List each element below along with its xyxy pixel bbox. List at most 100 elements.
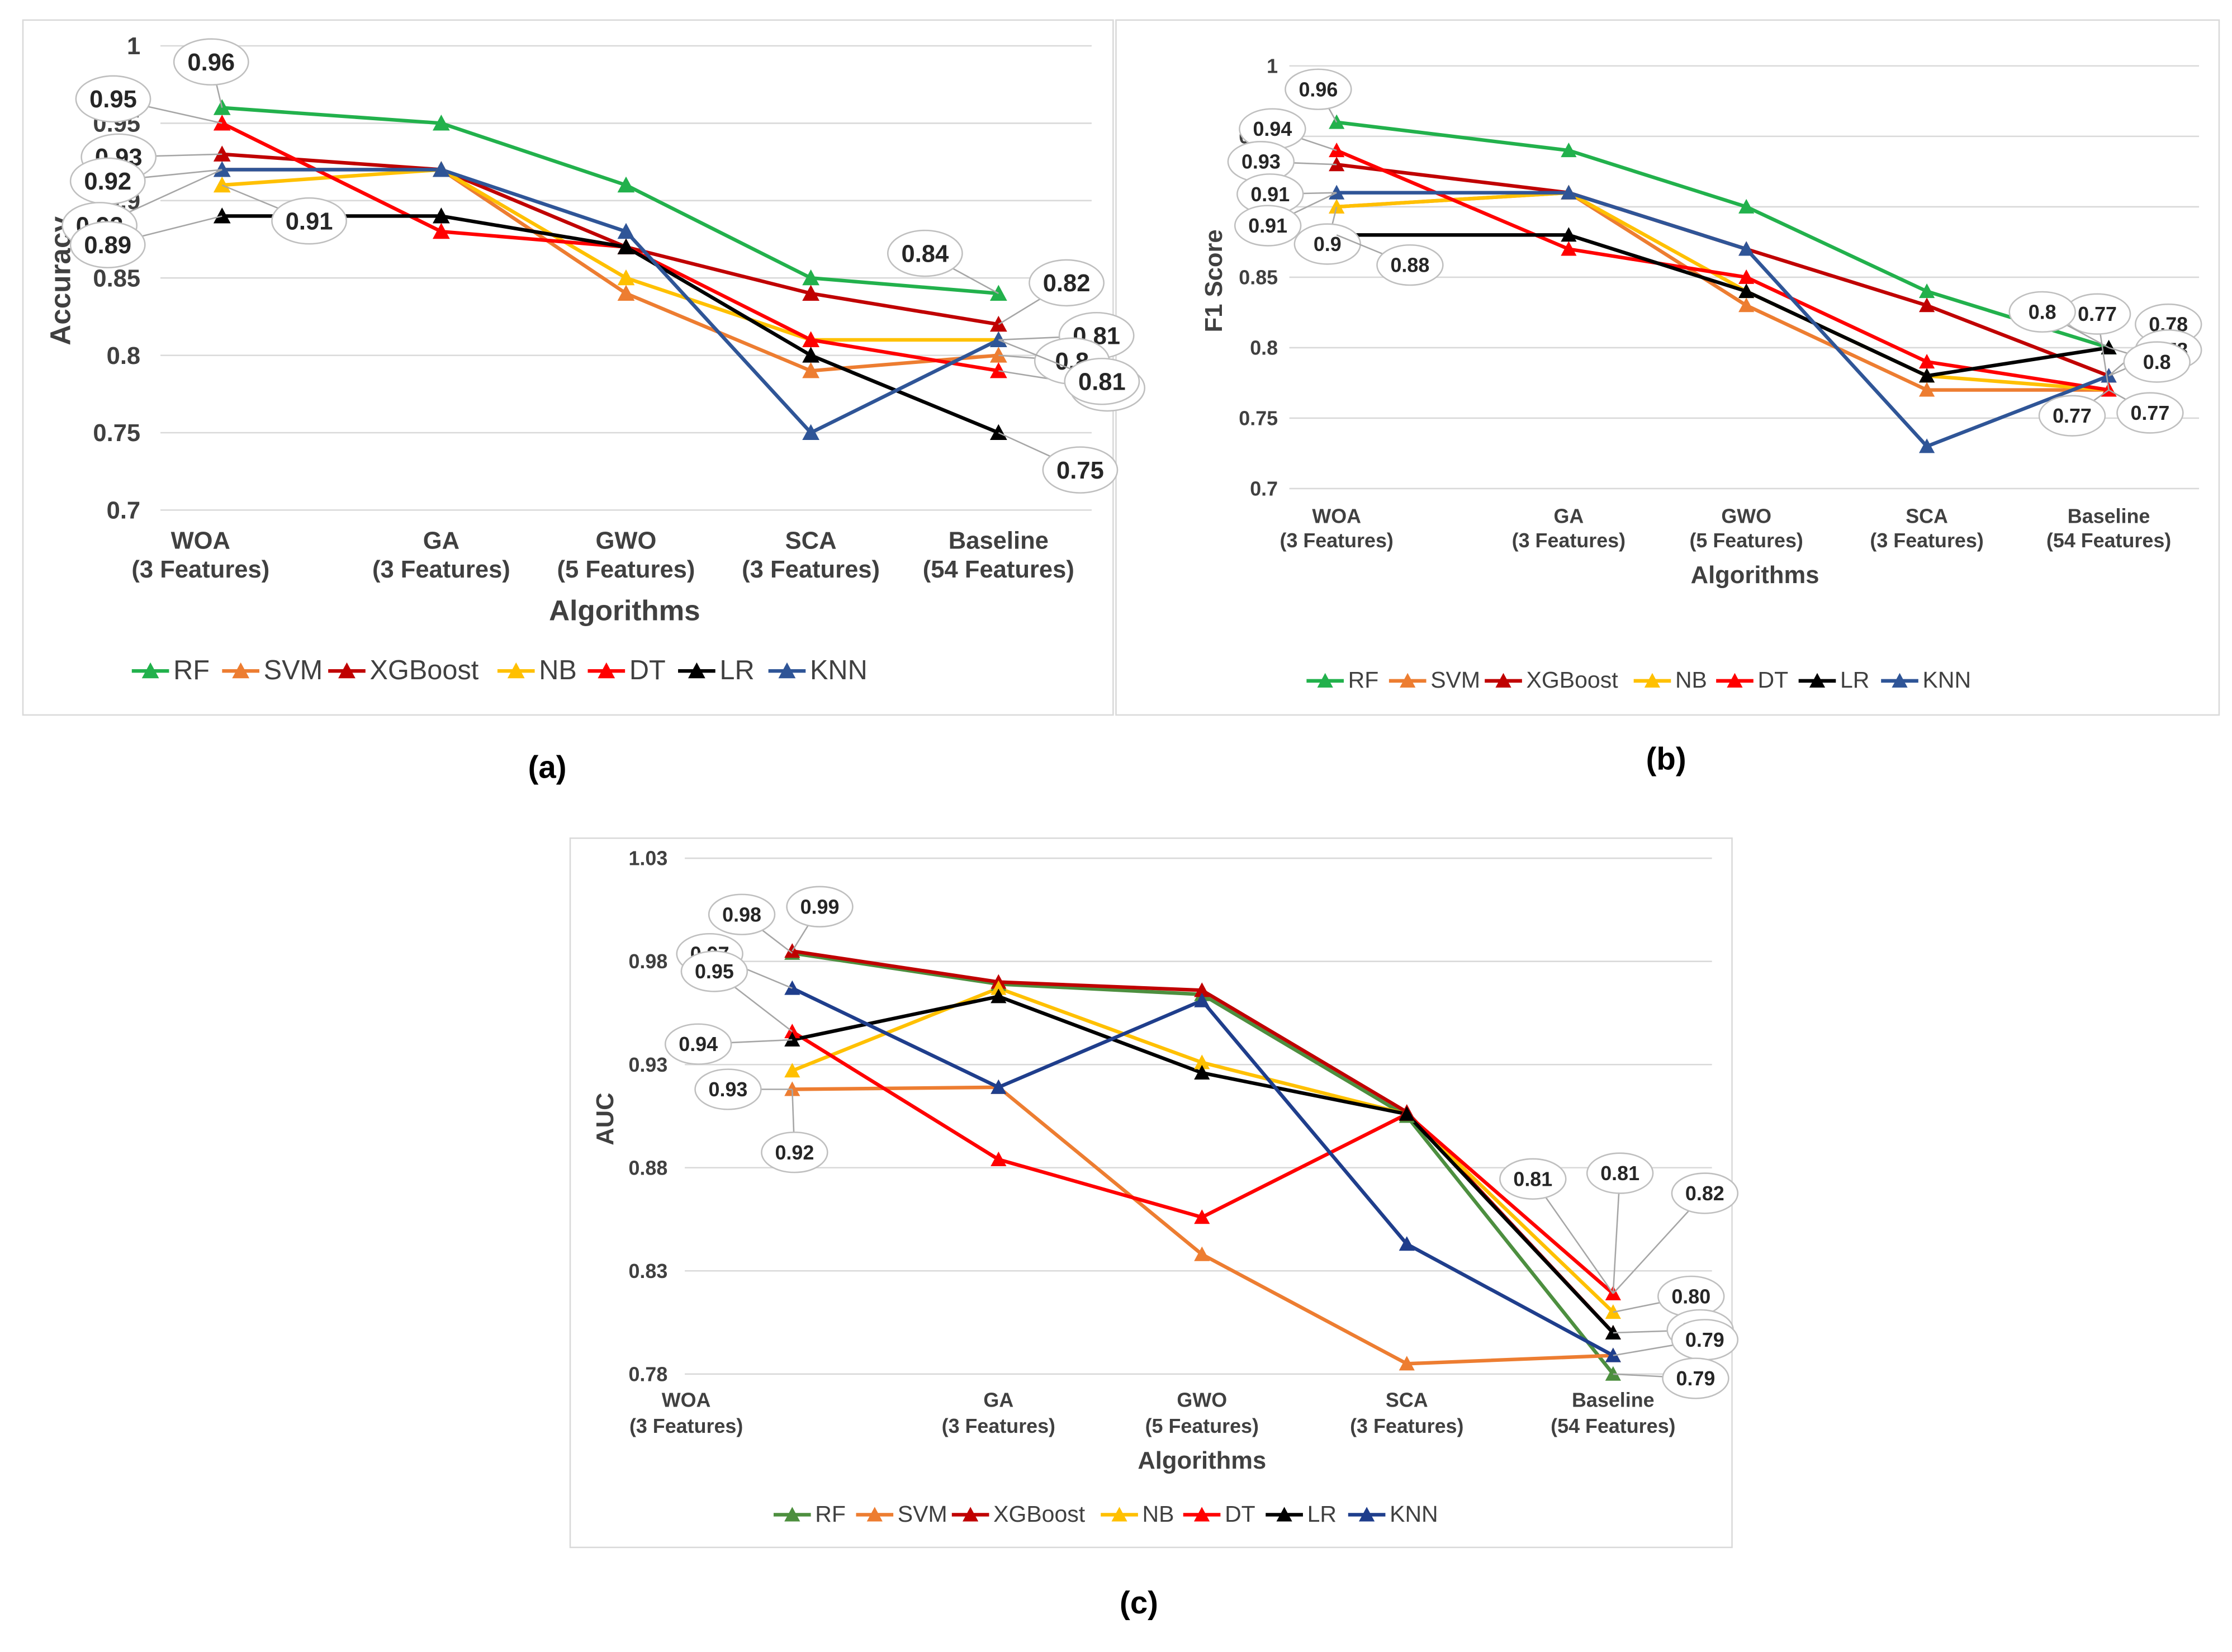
x-category-label: SCA (3 Features) xyxy=(1350,1389,1463,1437)
legend-item-xgboost: XGBoost xyxy=(951,1501,1086,1527)
x-category-label: Baseline (54 Features) xyxy=(923,528,1074,583)
callout-bubble xyxy=(271,197,347,245)
legend-marker xyxy=(866,1507,883,1522)
data-point-dt xyxy=(1194,1209,1210,1224)
data-point-dt xyxy=(989,362,1007,378)
callout-bubble xyxy=(2038,395,2106,437)
data-label: 0.77 xyxy=(2053,405,2092,427)
data-point-lr xyxy=(1919,368,1935,383)
callout-bubble xyxy=(708,893,776,935)
callout-bubble xyxy=(680,950,748,992)
data-label: 0.81 xyxy=(1078,368,1126,395)
x-category-label: GA (3 Features) xyxy=(942,1389,1055,1437)
data-point-lr xyxy=(432,207,450,224)
y-tick-label: 0.8 xyxy=(1250,337,1278,359)
data-point-nb xyxy=(213,176,231,193)
data-point-lr xyxy=(617,238,635,254)
data-point-xgboost xyxy=(1194,982,1210,997)
callout-bubble xyxy=(2116,392,2184,434)
legend-label: KNN xyxy=(810,655,868,685)
data-point-nb xyxy=(617,269,635,286)
data-point-lr xyxy=(989,424,1007,441)
data-point-lr xyxy=(213,207,231,224)
callout-bubble xyxy=(1586,1152,1654,1194)
x-category-label: Baseline (54 Features) xyxy=(2046,505,2171,552)
legend-marker xyxy=(1727,673,1743,688)
data-point-rf xyxy=(1605,1366,1621,1381)
data-point-rf xyxy=(1738,198,1755,214)
data-point-knn xyxy=(991,1079,1007,1094)
legend-item-lr: LR xyxy=(678,655,755,685)
callout-bubble xyxy=(1662,1357,1729,1399)
data-point-svm xyxy=(1399,1356,1415,1371)
data-label: 0.96 xyxy=(187,49,235,76)
x-category-label: GWO (5 Features) xyxy=(557,528,695,583)
data-point-dt xyxy=(802,331,819,347)
legend-marker xyxy=(1495,673,1511,688)
callout-bubble xyxy=(887,229,963,277)
data-label: 0.91 xyxy=(1250,183,1290,206)
data-label: 0.8 xyxy=(2143,351,2171,373)
data-label: 0.96 xyxy=(1299,78,1338,101)
legend-item-svm: SVM xyxy=(856,1501,947,1527)
x-category-label: Baseline (54 Features) xyxy=(1551,1389,1675,1437)
y-tick-label: 0.83 xyxy=(628,1260,667,1282)
data-point-knn xyxy=(432,161,450,177)
callout-bubble xyxy=(2008,291,2076,333)
legend-label: KNN xyxy=(1923,667,1972,693)
data-label: 0.91 xyxy=(286,208,333,235)
legend-item-lr: LR xyxy=(1798,667,1869,693)
data-point-dt xyxy=(432,223,450,239)
callout-bubble xyxy=(1029,259,1105,307)
data-point-rf xyxy=(432,115,450,131)
data-point-dt xyxy=(1919,354,1935,369)
data-label: 0.91 xyxy=(1248,215,1287,237)
data-point-xgboost xyxy=(1919,297,1935,313)
data-label: 0.89 xyxy=(84,232,131,259)
legend-marker xyxy=(1400,673,1416,688)
data-label: 0.94 xyxy=(679,1033,718,1055)
legend-item-lr: LR xyxy=(1266,1501,1337,1527)
legend-marker xyxy=(1644,673,1661,688)
callout-bubble xyxy=(664,1023,732,1065)
panel-b-caption: (b) xyxy=(1646,741,1686,776)
legend-label: SVM xyxy=(898,1501,947,1527)
legend-marker xyxy=(232,662,250,679)
legend-label: RF xyxy=(815,1501,846,1527)
legend-item-svm: SVM xyxy=(1389,667,1480,693)
legend-label: DT xyxy=(1757,667,1788,693)
data-label: 0.92 xyxy=(84,168,131,195)
panel-c-caption: (c) xyxy=(1120,1585,1158,1620)
x-category-label: GWO (5 Features) xyxy=(1145,1389,1259,1437)
data-label: 0.94 xyxy=(1253,118,1292,140)
data-point-rf xyxy=(802,269,819,286)
data-label: 0.95 xyxy=(89,86,137,113)
data-point-xgboost xyxy=(213,145,231,162)
legend-item-dt: DT xyxy=(1716,667,1788,693)
y-tick-label: 0.78 xyxy=(628,1363,667,1385)
legend-item-nb: NB xyxy=(497,655,577,685)
y-tick-label: 1 xyxy=(1267,55,1278,77)
legend-marker xyxy=(688,662,705,679)
legend-item-svm: SVM xyxy=(222,655,323,685)
data-point-nb xyxy=(1194,1054,1210,1069)
y-tick-label: 0.85 xyxy=(1239,266,1278,288)
callout-bubble xyxy=(69,221,146,269)
legend-item-rf: RF xyxy=(773,1501,846,1527)
legend-marker xyxy=(1359,1507,1375,1522)
data-label: 0.99 xyxy=(800,896,840,918)
data-label: 0.82 xyxy=(1043,270,1091,297)
data-point-rf xyxy=(617,176,635,193)
legend-label: XGBoost xyxy=(369,655,478,685)
data-point-lr xyxy=(784,1031,800,1047)
legend-item-dt: DT xyxy=(587,655,666,685)
data-point-knn xyxy=(1329,184,1345,200)
legend-marker xyxy=(1317,673,1333,688)
callout-bubble xyxy=(1499,1158,1567,1200)
callout-bubble xyxy=(1042,446,1119,494)
data-label: 0.93 xyxy=(709,1078,748,1101)
x-axis-title: Algorithms xyxy=(1691,562,1819,589)
